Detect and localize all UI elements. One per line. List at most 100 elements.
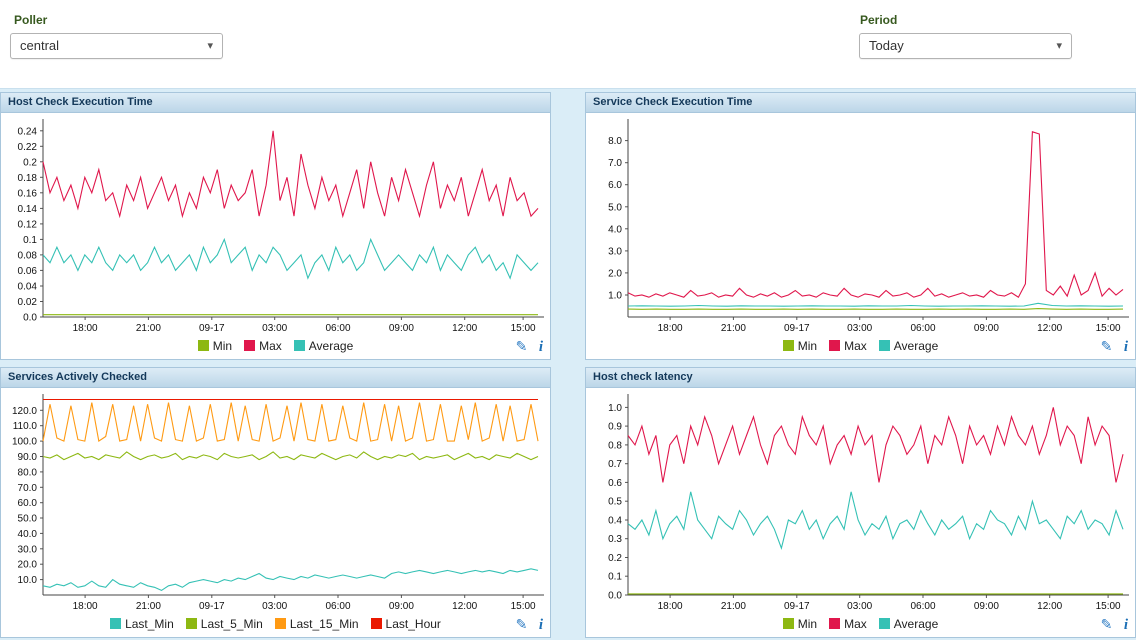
legend-swatch bbox=[782, 618, 794, 629]
legend-label: Average bbox=[893, 617, 939, 631]
info-icon[interactable]: i bbox=[538, 339, 543, 355]
svg-text:18:00: 18:00 bbox=[73, 601, 98, 612]
period-label: Period bbox=[860, 13, 898, 27]
info-icon[interactable]: i bbox=[1123, 339, 1128, 355]
legend: Min Max Average bbox=[586, 337, 1135, 353]
legend-swatch bbox=[197, 340, 209, 351]
legend-row: Min Max Average ✎ i bbox=[586, 615, 1135, 639]
svg-text:3.0: 3.0 bbox=[608, 246, 622, 257]
legend: Last_Min Last_5_Min Last_15_Min Last_Hour bbox=[1, 615, 550, 631]
svg-text:1.0: 1.0 bbox=[608, 291, 622, 302]
legend-item: Average bbox=[878, 339, 938, 353]
legend-label: Min bbox=[212, 339, 233, 353]
legend-swatch bbox=[878, 340, 890, 351]
legend-swatch bbox=[244, 340, 256, 351]
svg-text:03:00: 03:00 bbox=[262, 601, 287, 612]
svg-text:8.0: 8.0 bbox=[608, 136, 622, 147]
chart-title: Host Check Execution Time bbox=[1, 93, 550, 113]
svg-text:03:00: 03:00 bbox=[847, 601, 872, 612]
legend-label: Min bbox=[797, 339, 818, 353]
legend-row: Last_Min Last_5_Min Last_15_Min Last_Hour ✎… bbox=[1, 615, 550, 639]
svg-text:10.0: 10.0 bbox=[18, 575, 38, 586]
svg-text:09:00: 09:00 bbox=[974, 601, 999, 612]
svg-text:0.6: 0.6 bbox=[608, 478, 622, 489]
legend: Min Max Average bbox=[586, 615, 1135, 631]
svg-text:06:00: 06:00 bbox=[910, 323, 935, 334]
svg-text:15:00: 15:00 bbox=[1096, 323, 1121, 334]
legend-label: Last_15_Min bbox=[289, 617, 359, 631]
svg-text:0.0: 0.0 bbox=[23, 313, 37, 324]
svg-text:7.0: 7.0 bbox=[608, 158, 622, 169]
svg-text:0.4: 0.4 bbox=[608, 516, 622, 527]
svg-text:21:00: 21:00 bbox=[136, 323, 161, 334]
filter-bar: Poller central ▾ Period Today ▾ bbox=[0, 0, 1136, 88]
legend: Min Max Average bbox=[1, 337, 550, 353]
legend-item: Last_15_Min bbox=[274, 617, 359, 631]
svg-text:06:00: 06:00 bbox=[325, 323, 350, 334]
chart-title: Host check latency bbox=[586, 368, 1135, 388]
legend-label: Average bbox=[308, 339, 354, 353]
svg-text:4.0: 4.0 bbox=[608, 224, 622, 235]
chart-canvas[interactable]: 10.0 20.0 30.0 40.0 50.0 60.0 70.0 80.0 90.0 100.… bbox=[1, 390, 550, 615]
period-select-value: Today bbox=[869, 38, 904, 53]
poller-select[interactable]: central ▾ bbox=[10, 33, 223, 59]
legend-row: Min Max Average ✎ i bbox=[1, 337, 550, 361]
svg-text:0.08: 0.08 bbox=[18, 250, 38, 261]
svg-text:09-17: 09-17 bbox=[199, 601, 225, 612]
legend-swatch bbox=[110, 618, 122, 629]
edit-graph-icon[interactable]: ✎ bbox=[515, 616, 528, 632]
chart-canvas[interactable]: 0.0 0.1 0.2 0.3 0.4 0.5 0.6 0.7 0.8 0.9 1.0 18:00 21… bbox=[586, 390, 1135, 615]
legend-swatch bbox=[829, 340, 841, 351]
svg-text:90.0: 90.0 bbox=[18, 452, 38, 463]
chart-title: Services Actively Checked bbox=[1, 368, 550, 388]
svg-text:15:00: 15:00 bbox=[511, 323, 536, 334]
svg-text:21:00: 21:00 bbox=[136, 601, 161, 612]
svg-text:15:00: 15:00 bbox=[511, 601, 536, 612]
svg-text:50.0: 50.0 bbox=[18, 514, 38, 525]
legend-label: Last_5_Min bbox=[200, 617, 263, 631]
svg-text:0.9: 0.9 bbox=[608, 422, 622, 433]
svg-text:0.3: 0.3 bbox=[608, 534, 622, 545]
svg-text:5.0: 5.0 bbox=[608, 202, 622, 213]
chevron-down-icon: ▾ bbox=[207, 40, 213, 52]
svg-text:12:00: 12:00 bbox=[1037, 323, 1062, 334]
svg-text:0.22: 0.22 bbox=[18, 142, 38, 153]
edit-graph-icon[interactable]: ✎ bbox=[1100, 616, 1113, 632]
svg-text:0.02: 0.02 bbox=[18, 297, 38, 308]
chart-canvas[interactable]: 1.0 2.0 3.0 4.0 5.0 6.0 7.0 8.0 18:00 21:00 09-17 0… bbox=[586, 115, 1135, 337]
svg-text:0.04: 0.04 bbox=[18, 282, 38, 293]
svg-text:0.8: 0.8 bbox=[608, 440, 622, 451]
poller-select-value: central bbox=[20, 38, 60, 53]
svg-text:12:00: 12:00 bbox=[452, 323, 477, 334]
legend-item: Max bbox=[244, 339, 282, 353]
svg-text:0.0: 0.0 bbox=[608, 591, 622, 602]
edit-graph-icon[interactable]: ✎ bbox=[1100, 338, 1113, 354]
legend-row: Min Max Average ✎ i bbox=[586, 337, 1135, 361]
legend-swatch bbox=[878, 618, 890, 629]
panel-services-actively-checked: Services Actively Checked 10.0 20.0 30.0 40… bbox=[0, 367, 551, 638]
info-icon[interactable]: i bbox=[538, 617, 543, 633]
chart-canvas[interactable]: 0.0 0.02 0.04 0.06 0.08 0.1 0.12 0.14 0.16 0.18 0.… bbox=[1, 115, 550, 337]
svg-text:09-17: 09-17 bbox=[199, 323, 225, 334]
svg-text:110.0: 110.0 bbox=[13, 421, 38, 432]
legend-swatch bbox=[293, 340, 305, 351]
svg-text:12:00: 12:00 bbox=[1037, 601, 1062, 612]
period-select[interactable]: Today ▾ bbox=[859, 33, 1072, 59]
legend-item: Min bbox=[197, 339, 233, 353]
info-icon[interactable]: i bbox=[1123, 617, 1128, 633]
legend-swatch bbox=[829, 618, 841, 629]
svg-text:40.0: 40.0 bbox=[18, 529, 38, 540]
svg-text:0.14: 0.14 bbox=[18, 204, 38, 215]
legend-item: Min bbox=[782, 617, 817, 631]
svg-text:2.0: 2.0 bbox=[608, 268, 622, 279]
svg-text:100.0: 100.0 bbox=[12, 437, 37, 448]
legend-label: Max bbox=[259, 339, 282, 353]
svg-text:0.06: 0.06 bbox=[18, 266, 38, 277]
edit-graph-icon[interactable]: ✎ bbox=[515, 338, 528, 354]
legend-swatch bbox=[185, 618, 197, 629]
svg-text:1.0: 1.0 bbox=[608, 403, 622, 414]
svg-text:30.0: 30.0 bbox=[18, 544, 38, 555]
chart-title: Service Check Execution Time bbox=[586, 93, 1135, 113]
legend-item: Max bbox=[829, 339, 867, 353]
svg-text:6.0: 6.0 bbox=[608, 180, 622, 191]
